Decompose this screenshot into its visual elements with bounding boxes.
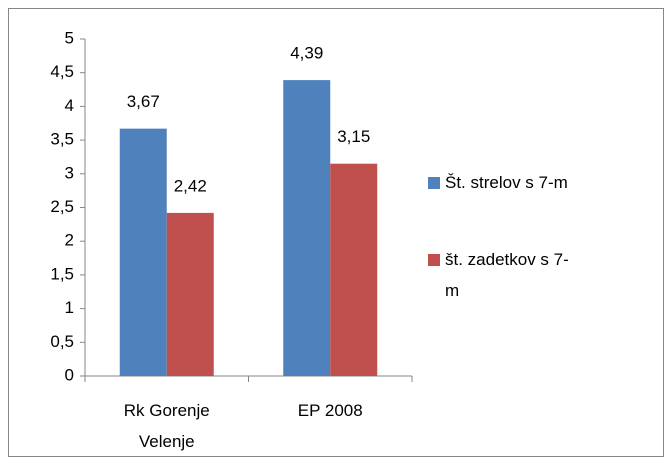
y-tick-label: 0 — [65, 365, 74, 384]
y-tick-label: 4,5 — [50, 62, 74, 81]
data-label: 3,15 — [337, 127, 370, 146]
bar — [166, 212, 214, 376]
y-tick-label: 2,5 — [50, 197, 74, 216]
y-tick-label: 1,5 — [50, 264, 74, 283]
y-tick-label: 1 — [65, 298, 74, 317]
bar — [283, 80, 331, 376]
y-tick-label: 4 — [65, 96, 74, 115]
data-label: 4,39 — [290, 44, 323, 63]
x-tick-label: Rk Gorenje Velenje — [123, 401, 210, 451]
bar — [119, 128, 167, 376]
legend-swatch — [428, 177, 440, 189]
y-tick-label: 3,5 — [50, 130, 74, 149]
data-label: 3,67 — [127, 92, 160, 111]
bar — [330, 163, 378, 376]
legend-label: št. zadetkov s 7-m — [445, 250, 569, 300]
y-tick-label: 3 — [65, 163, 74, 182]
data-label: 2,42 — [174, 176, 207, 195]
y-tick-label: 0,5 — [50, 332, 74, 351]
legend-swatch — [428, 254, 440, 266]
legend-label: Št. strelov s 7-m — [445, 173, 568, 192]
y-tick-label: 2 — [65, 231, 74, 250]
x-tick-label: EP 2008 — [297, 401, 363, 420]
y-tick-label: 5 — [65, 28, 74, 47]
